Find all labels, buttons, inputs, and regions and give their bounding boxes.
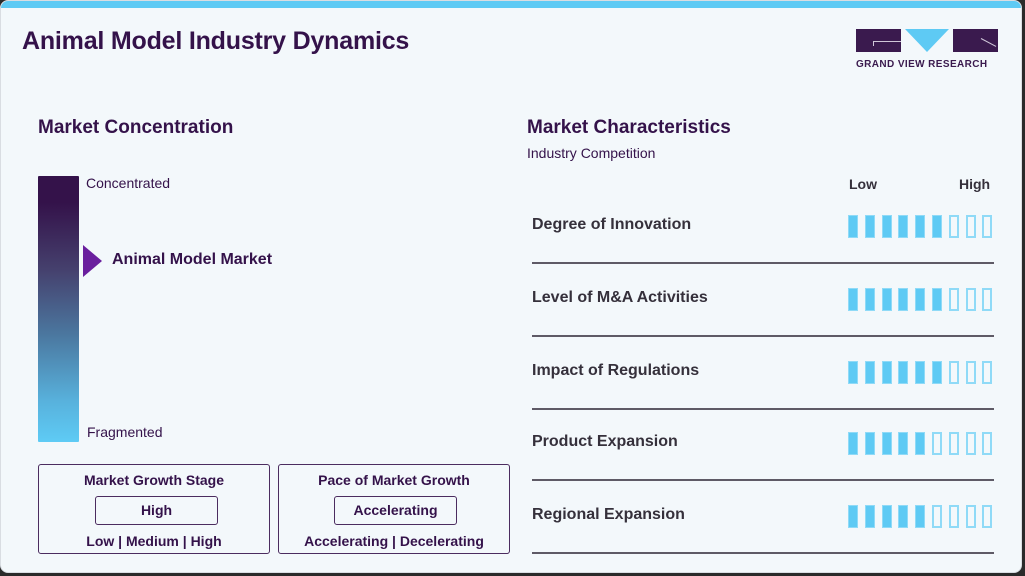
rating-bar-filled-icon — [864, 361, 875, 384]
rating-bar-filled-icon — [881, 505, 892, 528]
characteristic-label: Product Expansion — [532, 433, 678, 450]
row-divider — [532, 552, 994, 554]
rating-bar-filled-icon — [881, 361, 892, 384]
growth-stage-options: Low | Medium | High — [86, 533, 222, 549]
logo-r-block-icon — [953, 29, 998, 52]
rating-bar-empty-icon — [965, 288, 976, 311]
characteristic-row: Product Expansion — [532, 415, 994, 487]
rating-bar-filled-icon — [915, 288, 926, 311]
rating-bar-filled-icon — [864, 288, 875, 311]
rating-bar-filled-icon — [881, 432, 892, 455]
rating-bar-filled-icon — [848, 215, 858, 238]
rating-bar-empty-icon — [965, 215, 976, 238]
rating-bar-empty-icon — [982, 432, 993, 455]
rating-bar-empty-icon — [965, 505, 976, 528]
rating-bar-filled-icon — [931, 361, 942, 384]
characteristic-row: Degree of Innovation — [532, 198, 994, 270]
rating-bar-filled-icon — [931, 215, 942, 238]
scale-high-label: High — [959, 176, 991, 192]
rating-bars — [848, 432, 999, 455]
concentration-gradient-bar — [38, 176, 79, 442]
rating-bars — [848, 215, 999, 238]
characteristic-row: Level of M&A Activities — [532, 271, 994, 343]
rating-bar-empty-icon — [948, 361, 959, 384]
growth-stage-value: High — [95, 496, 218, 525]
rating-bar-filled-icon — [864, 432, 875, 455]
characteristic-label: Degree of Innovation — [532, 216, 692, 233]
rating-bar-empty-icon — [948, 432, 959, 455]
growth-pace-value: Accelerating — [334, 496, 457, 525]
rating-bar-empty-icon — [965, 432, 976, 455]
rating-bar-empty-icon — [982, 505, 993, 528]
rating-bar-filled-icon — [848, 361, 858, 384]
rating-bar-empty-icon — [931, 432, 942, 455]
top-accent-bar — [1, 1, 1021, 8]
fragmented-label: Fragmented — [87, 424, 163, 440]
rating-bar-filled-icon — [898, 288, 909, 311]
rating-bars — [848, 288, 999, 311]
rating-bar-empty-icon — [948, 288, 959, 311]
row-divider — [532, 335, 994, 337]
row-divider — [532, 479, 994, 481]
rating-bar-filled-icon — [898, 505, 909, 528]
concentrated-label: Concentrated — [86, 175, 171, 191]
market-growth-stage-box: Market Growth Stage High Low | Medium | … — [38, 464, 270, 554]
growth-pace-options: Accelerating | Decelerating — [304, 533, 484, 549]
row-divider — [532, 262, 994, 264]
growth-pace-title: Pace of Market Growth — [318, 472, 470, 488]
rating-bar-filled-icon — [915, 361, 926, 384]
characteristic-row: Regional Expansion — [532, 488, 994, 560]
rating-bar-filled-icon — [848, 288, 858, 311]
growth-stage-title: Market Growth Stage — [83, 472, 225, 488]
rating-bar-filled-icon — [864, 215, 875, 238]
characteristic-label: Impact of Regulations — [532, 362, 700, 379]
rating-bar-empty-icon — [931, 505, 942, 528]
rating-bars — [848, 361, 999, 384]
row-divider — [532, 408, 994, 410]
scale-low-label: Low — [849, 176, 877, 192]
logo-text: GRAND VIEW RESEARCH — [856, 59, 988, 70]
rating-bar-filled-icon — [898, 361, 909, 384]
page-title: Animal Model Industry Dynamics — [22, 27, 410, 55]
rating-bar-filled-icon — [864, 505, 875, 528]
characteristic-row: Impact of Regulations — [532, 344, 994, 416]
market-concentration-heading: Market Concentration — [38, 117, 234, 138]
rating-bars — [848, 505, 999, 528]
characteristic-label: Level of M&A Activities — [532, 289, 708, 306]
rating-bar-filled-icon — [915, 215, 926, 238]
rating-bar-filled-icon — [915, 505, 926, 528]
grand-view-research-logo: GRAND VIEW RESEARCH — [856, 29, 998, 71]
rating-bar-filled-icon — [898, 215, 909, 238]
rating-bar-empty-icon — [948, 505, 959, 528]
rating-bar-filled-icon — [898, 432, 909, 455]
characteristic-label: Regional Expansion — [532, 506, 685, 523]
rating-bar-filled-icon — [848, 432, 858, 455]
rating-bar-empty-icon — [982, 288, 993, 311]
rating-bar-empty-icon — [965, 361, 976, 384]
market-characteristics-heading: Market Characteristics — [527, 117, 731, 138]
market-name-label: Animal Model Market — [112, 251, 273, 268]
rating-bar-filled-icon — [931, 288, 942, 311]
rating-bar-filled-icon — [881, 288, 892, 311]
rating-bar-filled-icon — [881, 215, 892, 238]
rating-bar-filled-icon — [915, 432, 926, 455]
logo-g-block-icon — [856, 29, 901, 52]
rating-bar-empty-icon — [982, 215, 993, 238]
logo-v-triangle-icon — [905, 29, 949, 52]
rating-bar-empty-icon — [982, 361, 993, 384]
market-pointer-icon — [83, 245, 102, 277]
rating-bar-empty-icon — [948, 215, 959, 238]
rating-bar-filled-icon — [848, 505, 858, 528]
pace-of-growth-box: Pace of Market Growth Accelerating Accel… — [278, 464, 510, 554]
industry-competition-subheading: Industry Competition — [527, 145, 656, 161]
